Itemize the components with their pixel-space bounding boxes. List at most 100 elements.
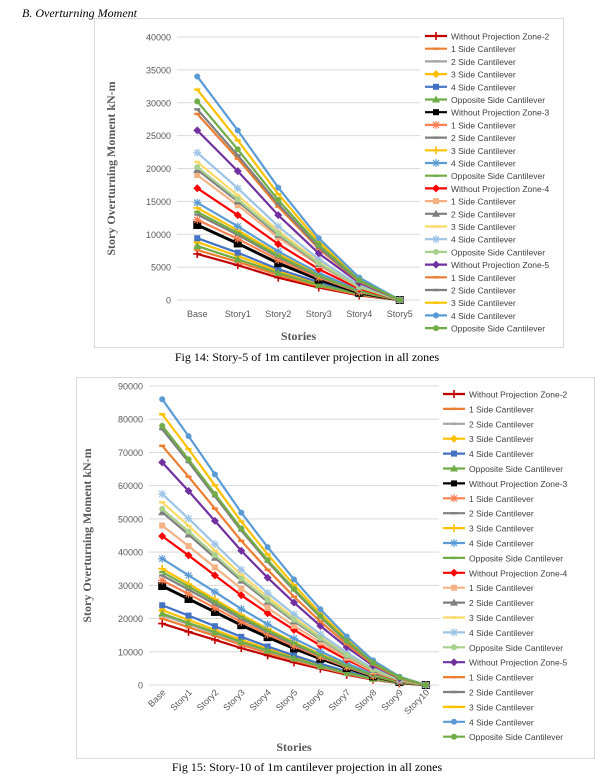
legend-label: 1 Side Cantilever [451, 197, 516, 207]
legend-label: 2 Side Cantilever [469, 419, 534, 429]
data-point [291, 576, 297, 583]
y-tick-label: 90000 [118, 382, 143, 392]
data-point [370, 659, 377, 666]
legend-marker [433, 83, 439, 90]
data-point [291, 616, 297, 623]
legend-marker [450, 658, 458, 667]
legend-item: Without Projection Zone-4 [425, 184, 550, 194]
data-point [185, 528, 192, 535]
data-point [194, 248, 201, 252]
legend-item: 4 Side Cantilever [425, 82, 516, 92]
data-point [185, 433, 192, 440]
data-point [238, 633, 245, 640]
data-point [194, 98, 201, 105]
y-tick-label: 0 [138, 681, 143, 691]
x-tick-label: Story3 [221, 687, 246, 712]
y-tick-label: 30000 [146, 98, 171, 108]
chart-svg: 0 5000 10000 15000 20000 25000 30000 35000 40000… [104, 32, 550, 344]
data-point [274, 255, 283, 264]
data-point [211, 552, 218, 559]
legend-marker [450, 390, 458, 398]
y-tick-label: 0 [166, 296, 171, 306]
data-point [194, 172, 201, 179]
data-point [210, 516, 219, 525]
x-tick-label: Story9 [379, 687, 404, 712]
legend-item: 3 Side Cantilever [443, 702, 534, 712]
legend-item: 1 Side Cantilever [443, 583, 534, 593]
data-point [343, 637, 350, 644]
legend-item: 4 Side Cantilever [443, 539, 534, 549]
series-line [196, 100, 401, 301]
legend-label: 2 Side Cantilever [469, 688, 534, 698]
legend-marker [433, 136, 439, 139]
legend-item: 1 Side Cantilever [443, 673, 534, 683]
legend-marker [432, 184, 440, 193]
data-point [264, 557, 271, 564]
data-point [238, 525, 245, 532]
legend-label: 2 Side Cantilever [451, 286, 516, 296]
data-point [264, 604, 271, 611]
y-tick-label: 25000 [146, 131, 171, 141]
data-point [274, 269, 283, 277]
legend-label: Without Projection Zone-3 [469, 479, 568, 489]
data-point [159, 427, 166, 431]
legend-label: 4 Side Cantilever [451, 159, 516, 169]
legend-item: 4 Side Cantilever [443, 449, 534, 459]
data-point [211, 564, 218, 571]
data-point [210, 587, 219, 596]
legend-marker [450, 598, 458, 606]
data-point [264, 553, 271, 556]
data-point [159, 422, 166, 429]
data-point [158, 532, 167, 541]
legend-item: Opposite Side Cantilever [443, 643, 563, 653]
data-point [211, 634, 218, 638]
data-point [159, 396, 166, 403]
legend-item: 3 Side Cantilever [425, 298, 516, 308]
legend-label: 1 Side Cantilever [469, 404, 534, 414]
data-point [314, 280, 323, 288]
legend-item: 3 Side Cantilever [425, 146, 516, 156]
legend-marker [432, 209, 440, 217]
legend-item: 2 Side Cantilever [425, 286, 516, 296]
x-tick-label: Story5 [274, 687, 299, 712]
legend-item: 2 Side Cantilever [425, 133, 516, 143]
legend-label: 2 Side Cantilever [451, 57, 516, 67]
legend-marker [433, 109, 439, 116]
x-tick-label: Story5 [387, 309, 413, 319]
data-point [185, 447, 192, 451]
data-point [263, 588, 272, 597]
data-point [158, 489, 167, 498]
data-point [316, 662, 325, 670]
data-point [211, 600, 218, 603]
data-point [315, 241, 322, 248]
legend: Without Projection Zone-2 1 Side Cantilev… [425, 32, 550, 334]
legend-label: Without Projection Zone-3 [451, 108, 550, 118]
legend-label: 3 Side Cantilever [469, 702, 534, 712]
legend-item: 2 Side Cantilever [443, 598, 534, 608]
legend-marker [450, 464, 458, 472]
legend-label: 2 Side Cantilever [469, 509, 534, 519]
data-point [185, 625, 192, 629]
data-point [233, 234, 242, 243]
legend-item: Opposite Side Cantilever [443, 732, 563, 742]
data-point [316, 630, 325, 639]
data-point [211, 549, 218, 552]
legend-item: Opposite Side Cantilever [425, 95, 545, 105]
legend-label: 1 Side Cantilever [469, 673, 534, 683]
legend-marker [451, 705, 457, 709]
data-point [159, 501, 166, 504]
y-tick-label: 80000 [118, 415, 143, 425]
data-point [263, 630, 272, 639]
data-point [184, 618, 193, 626]
legend-label: Without Projection Zone-4 [469, 568, 568, 578]
x-tick-label: Base [187, 309, 208, 319]
data-point [275, 202, 282, 206]
legend-label: 4 Side Cantilever [469, 717, 534, 727]
y-tick-label: 50000 [118, 514, 143, 524]
legend-marker [432, 235, 440, 244]
data-point [275, 205, 282, 208]
chart-fig15: 0 10000 20000 30000 40000 50000 60000 70000 8000… [76, 377, 595, 759]
data-point [237, 604, 246, 613]
data-point [238, 520, 245, 523]
data-point [238, 509, 245, 516]
